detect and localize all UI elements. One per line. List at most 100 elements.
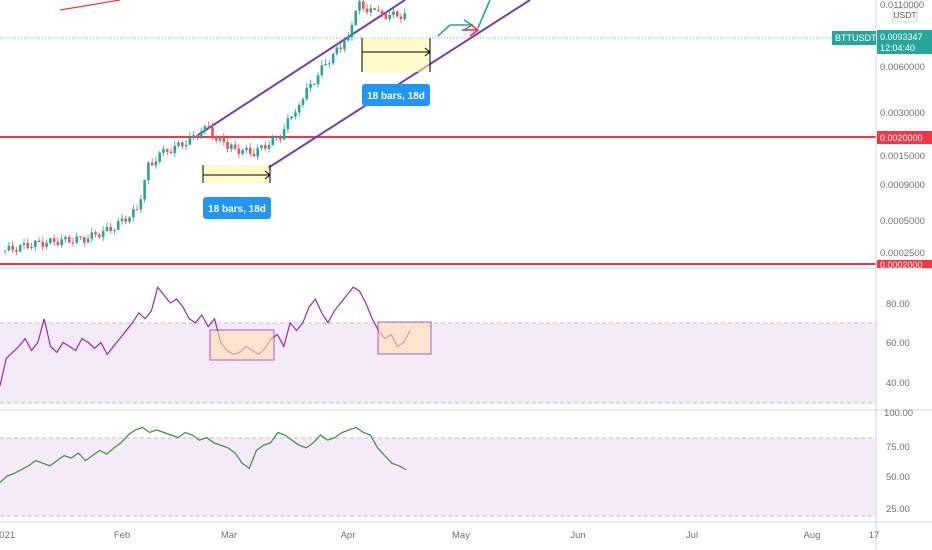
candle-body <box>377 10 380 12</box>
stoch-tick-0: 100.00 <box>884 408 913 419</box>
candle-body <box>56 241 60 245</box>
currency-label: USDT <box>893 10 916 20</box>
candle-body <box>199 131 203 138</box>
price-axis[interactable]: USDT 0.0110000 0.0060000 0.0030000 0.001… <box>832 0 932 550</box>
candle-body <box>252 153 256 157</box>
candle-body <box>203 126 207 132</box>
time-tick-7: Aug <box>804 530 821 541</box>
candle-body <box>18 245 22 252</box>
candle-body <box>128 217 131 222</box>
measure-box-2: 18 bars, 18d <box>361 38 431 106</box>
candle-body <box>75 236 79 243</box>
projection-arrow-up <box>477 0 491 29</box>
candle-body <box>373 8 376 11</box>
candle-body <box>192 135 195 137</box>
rsi-tick-1: 60.00 <box>886 338 910 349</box>
candle-body <box>267 145 271 149</box>
candle-body <box>30 246 33 249</box>
measure-box-2-area <box>362 38 430 72</box>
time-axis[interactable]: 2021 Feb Mar Apr May Jun Jul Aug 17 <box>0 521 932 541</box>
candle-body <box>279 137 282 140</box>
candle-body <box>282 128 286 140</box>
candle-body <box>71 242 75 244</box>
measure-box-2-label-bg <box>362 84 430 106</box>
measure-box-1-arrowhead <box>264 170 271 180</box>
price-tick-0: 0.0110000 <box>880 0 924 11</box>
candle-body <box>380 10 384 14</box>
candle-body <box>297 104 301 113</box>
candle-body <box>196 135 199 138</box>
lower-price-value: 0.0002000 <box>880 260 923 270</box>
channel-upper-line <box>197 0 406 136</box>
candle-body <box>365 8 369 13</box>
candle-body <box>226 141 229 150</box>
candle-body <box>67 237 71 243</box>
candle-body <box>361 1 365 9</box>
projection-arrow-teal <box>437 24 472 37</box>
candle-body <box>339 47 342 50</box>
projection-arrowhead-red <box>469 23 480 37</box>
candle-body <box>331 53 335 64</box>
candle-body <box>286 118 290 129</box>
candle-body <box>158 152 161 162</box>
price-tick-4: 0.0009000 <box>880 180 925 191</box>
price-pane: 18 bars, 18d 18 bars, 18d <box>0 0 876 265</box>
candle-body <box>113 229 116 231</box>
candle-body <box>271 137 275 146</box>
countdown-value: 12:04:40 <box>880 43 915 53</box>
candle-body <box>237 148 241 154</box>
candle-body <box>350 25 354 37</box>
lower-price-tag <box>877 260 932 268</box>
time-tick-2: Mar <box>221 530 237 541</box>
symbol-label: BTTUSDT <box>835 33 877 43</box>
candle-body <box>316 75 320 84</box>
candle-body <box>11 245 14 250</box>
candle-body <box>294 112 297 117</box>
currency-badge[interactable] <box>892 7 918 23</box>
candle-body <box>211 127 214 137</box>
candle-body <box>309 84 312 88</box>
stoch-band-fill <box>0 438 876 516</box>
candle-body <box>162 149 165 153</box>
measure-box-2-label: 18 bars, 18d <box>367 91 425 102</box>
candle-body <box>173 145 177 154</box>
candle-body <box>395 11 399 17</box>
candle-body <box>52 238 56 242</box>
candle-body <box>33 240 37 247</box>
candle-body <box>392 11 395 15</box>
support-price-tag <box>877 131 932 144</box>
measure-box-1-label: 18 bars, 18d <box>208 204 266 215</box>
candle-body <box>98 234 101 238</box>
price-tick-5: 0.0005000 <box>880 216 925 227</box>
measure-box-2-arrowhead <box>424 47 431 57</box>
time-tick-1: Feb <box>114 530 130 541</box>
stoch-pane <box>0 426 876 517</box>
rsi-tick-0: 80.00 <box>886 299 910 310</box>
resistance-line-top <box>59 0 121 11</box>
candle-body <box>188 136 192 145</box>
candle-body <box>124 218 128 222</box>
candle-body <box>181 142 184 147</box>
candle-body <box>41 241 45 247</box>
symbol-tag <box>832 31 876 45</box>
candle-body <box>403 13 407 20</box>
candle-body <box>90 232 94 239</box>
candle-body <box>86 238 90 243</box>
candle-body <box>335 47 339 54</box>
candle-body <box>3 250 7 252</box>
candle-body <box>384 13 388 19</box>
measure-box-1-area <box>203 165 270 183</box>
candle-body <box>60 239 63 245</box>
candle-body <box>105 226 109 232</box>
candle-body <box>169 151 173 154</box>
rsi-highlight-box-1 <box>209 329 275 361</box>
time-tick-4: May <box>452 530 470 541</box>
candle-body <box>369 8 373 13</box>
candle-body <box>301 99 305 105</box>
candle-body <box>324 63 327 66</box>
candle-body <box>346 36 350 41</box>
price-tick-1: 0.0060000 <box>880 62 925 73</box>
candle-body <box>26 243 30 249</box>
candle-body <box>45 243 48 247</box>
